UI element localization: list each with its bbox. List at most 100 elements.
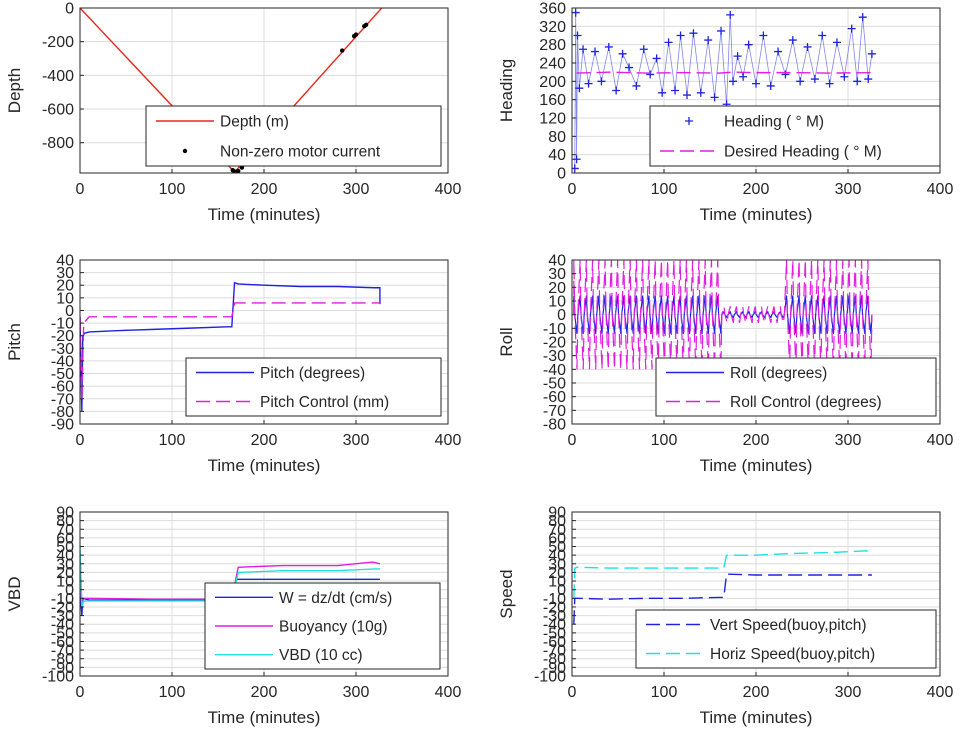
depth-xtick-label-4: 400 — [435, 181, 462, 198]
roll-ytick-label-5: -10 — [543, 321, 566, 338]
roll-panel: 0 100 200 300 400403020100-10-20-30-40-50-60… — [497, 253, 953, 476]
depth-ytick-label-4: -800 — [42, 135, 74, 152]
speed-panel: 0 100 200 300 4009080706050403020100-10-20-3… — [497, 505, 953, 728]
pitch-ytick-label-1: 30 — [56, 265, 74, 282]
vbd-ytick-label-12: -30 — [51, 608, 74, 625]
pitch-ytick-label-7: -30 — [51, 341, 74, 358]
vbd-legend-label-1: Buoyancy (10g) — [279, 619, 388, 636]
pitch-ytick-label-6: -20 — [51, 328, 74, 345]
vbd-xtick-label-1: 100 — [159, 684, 186, 701]
heading-xtick-label-1: 100 — [651, 181, 678, 198]
depth-ytick-label-2: -400 — [42, 68, 74, 85]
pitch-panel: 0 100 200 300 400403020100-10-20-30-40-50-60… — [5, 253, 461, 476]
speed-ytick-label-5: 40 — [548, 548, 566, 565]
heading-ytick-label-4: 160 — [539, 92, 566, 109]
depth-xtick-label-1: 100 — [159, 181, 186, 198]
heading-legend-label-0: Heading ( ° M) — [724, 114, 824, 131]
pitch-xtick-label-2: 200 — [251, 432, 278, 449]
vbd-ytick-label-17: -80 — [51, 651, 74, 668]
heading-legend: Heading ( ° M) Desired Heading ( ° M) — [649, 105, 941, 167]
speed-ylabel: Speed — [497, 569, 516, 618]
speed-xtick-label-0: 0 — [568, 684, 577, 701]
pitch-ytick-label-0: 40 — [56, 253, 74, 270]
speed-legend-label-1: Horiz Speed(buoy,pitch) — [710, 646, 875, 663]
roll-xtick-label-3: 300 — [835, 432, 862, 449]
heading-ytick-label-8: 320 — [539, 19, 566, 36]
pitch-xtick-label-4: 400 — [435, 432, 462, 449]
depth-ylabel: Depth — [5, 68, 24, 113]
pitch-ytick-label-9: -50 — [51, 366, 74, 383]
vbd-ytick-label-19: -100 — [42, 669, 74, 686]
heading-xtick-label-0: 0 — [568, 181, 577, 198]
heading-data — [572, 8, 876, 173]
pitch-ytick-label-13: -90 — [51, 417, 74, 434]
roll-ytick-label-4: 0 — [557, 307, 566, 324]
vbd-ytick-label-8: 10 — [56, 574, 74, 591]
pitch-xtick-label-0: 0 — [76, 432, 85, 449]
pitch-legend-box — [185, 357, 442, 417]
vbd-xtick-label-4: 400 — [435, 684, 462, 701]
depth-series-1-point-3 — [236, 168, 241, 173]
speed-legend-label-0: Vert Speed(buoy,pitch) — [710, 617, 867, 634]
roll-legend-label-1: Roll Control (degrees) — [730, 394, 882, 411]
speed-ytick-label-1: 80 — [548, 513, 566, 530]
roll-ytick-label-2: 20 — [548, 280, 566, 297]
roll-legend: Roll (degrees) Roll Control (degrees) — [655, 357, 937, 417]
heading-xtick-label-3: 300 — [835, 181, 862, 198]
speed-xtick-label-3: 300 — [835, 684, 862, 701]
depth-legend-label-1: Non-zero motor current — [220, 144, 381, 161]
speed-series-1-line — [573, 550, 873, 599]
speed-ytick-label-13: -40 — [543, 617, 566, 634]
speed-ytick-label-18: -90 — [543, 660, 566, 677]
speed-data — [573, 550, 873, 625]
speed-ytick-label-9: 0 — [557, 582, 566, 599]
roll-data — [573, 260, 873, 370]
depth-legend-marker-1 — [182, 148, 188, 154]
vbd-xlabel: Time (minutes) — [208, 708, 321, 727]
heading-ytick-label-2: 80 — [548, 129, 566, 146]
vbd-ytick-label-14: -50 — [51, 625, 74, 642]
vbd-ytick-label-9: 0 — [65, 582, 74, 599]
depth-xtick-label-2: 200 — [251, 181, 278, 198]
vbd-legend-label-2: VBD (10 cc) — [279, 647, 363, 664]
vbd-xtick-label-0: 0 — [76, 684, 85, 701]
vbd-ytick-label-18: -90 — [51, 660, 74, 677]
pitch-ylabel: Pitch — [5, 323, 24, 361]
depth-series-1-point-7 — [353, 32, 359, 37]
speed-ytick-label-14: -50 — [543, 625, 566, 642]
heading-ytick-label-5: 200 — [539, 74, 566, 91]
depth-ytick-label-3: -600 — [42, 102, 74, 119]
speed-ytick-label-16: -70 — [543, 643, 566, 660]
roll-legend-box — [655, 357, 937, 417]
vbd-xtick-label-2: 200 — [251, 684, 278, 701]
pitch-ytick-label-12: -80 — [51, 404, 74, 421]
speed-ytick-label-11: -20 — [543, 599, 566, 616]
speed-ytick-label-4: 50 — [548, 539, 566, 556]
pitch-ytick-label-2: 20 — [56, 278, 74, 295]
vbd-ytick-label-6: 30 — [56, 556, 74, 573]
heading-xtick-label-4: 400 — [927, 181, 954, 198]
heading-legend-marker-0 — [685, 117, 693, 125]
heading-series-1-line — [576, 71, 872, 74]
pitch-legend-label-0: Pitch (degrees) — [260, 365, 365, 382]
speed-ytick-label-2: 70 — [548, 522, 566, 539]
roll-ytick-label-9: -50 — [543, 376, 566, 393]
vbd-ytick-label-3: 60 — [56, 530, 74, 547]
roll-ytick-label-10: -60 — [543, 389, 566, 406]
speed-ytick-label-15: -60 — [543, 634, 566, 651]
pitch-xtick-label-1: 100 — [159, 432, 186, 449]
roll-ytick-label-0: 40 — [548, 253, 566, 270]
speed-ytick-label-17: -80 — [543, 651, 566, 668]
pitch-xtick-label-3: 300 — [343, 432, 370, 449]
roll-ytick-label-6: -20 — [543, 335, 566, 352]
speed-series-0-line — [573, 573, 872, 625]
depth-xlabel: Time (minutes) — [208, 205, 321, 224]
vbd-ytick-label-4: 50 — [56, 539, 74, 556]
depth-ytick-label-0: 0 — [65, 1, 74, 18]
roll-xtick-label-1: 100 — [651, 432, 678, 449]
vbd-ylabel: VBD — [5, 577, 24, 612]
depth-ytick-label-1: -200 — [42, 34, 74, 51]
vbd-ytick-label-11: -20 — [51, 599, 74, 616]
pitch-xlabel: Time (minutes) — [208, 456, 321, 475]
pitch-legend-label-1: Pitch Control (mm) — [260, 394, 389, 411]
